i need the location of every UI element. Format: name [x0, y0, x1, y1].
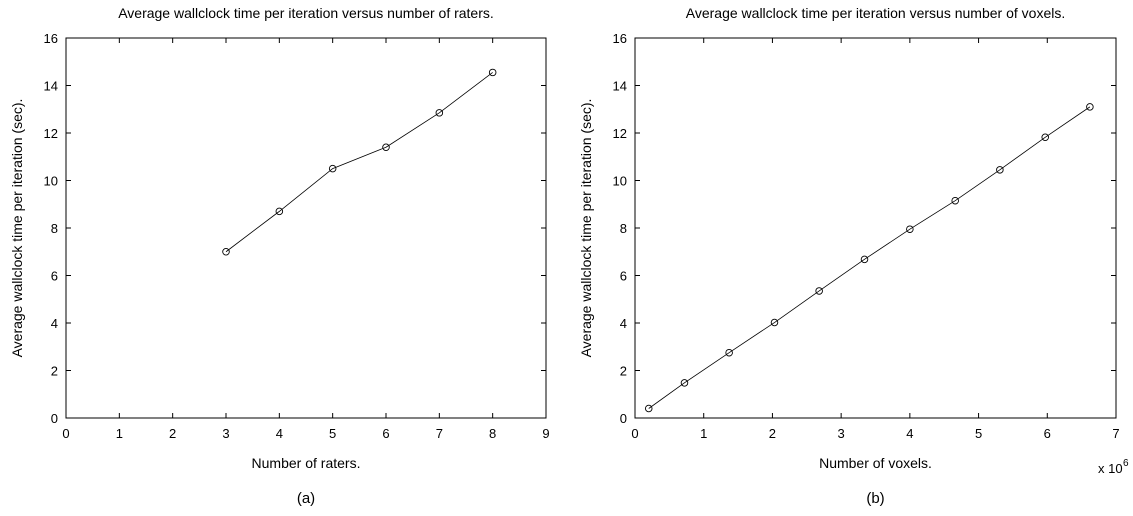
chart-0: Average wallclock time per iteration ver… — [9, 5, 550, 507]
data-point — [951, 196, 959, 205]
data-point — [906, 225, 914, 233]
x-tick-label: 3 — [838, 426, 845, 441]
y-tick-label: 4 — [51, 316, 58, 331]
x-tick-label: 7 — [436, 426, 443, 441]
y-tick-label: 16 — [44, 31, 58, 46]
x-tick-label: 7 — [1112, 426, 1119, 441]
y-tick-label: 14 — [44, 79, 58, 94]
data-point — [680, 379, 689, 387]
y-tick-label: 16 — [613, 31, 627, 46]
x-tick-label: 5 — [329, 426, 336, 441]
plot-frame — [634, 37, 1117, 419]
data-point — [328, 164, 337, 173]
y-tick-label: 8 — [620, 221, 627, 236]
y-tick-label: 12 — [613, 126, 627, 141]
x-tick-label: 6 — [1044, 426, 1051, 441]
y-axis-label: Average wallclock time per iteration (se… — [578, 99, 594, 358]
data-point — [222, 247, 230, 256]
subfigure-caption: (b) — [866, 490, 884, 507]
x-tick-label: 5 — [975, 426, 982, 441]
data-point — [770, 318, 779, 327]
x-tick-label: 0 — [62, 426, 69, 441]
data-point — [1086, 103, 1094, 111]
y-tick-label: 0 — [620, 411, 627, 426]
x-axis-label: Number of voxels. — [819, 455, 932, 471]
y-tick-label: 6 — [51, 269, 58, 284]
x-tick-label: 1 — [700, 426, 707, 441]
data-point — [860, 255, 869, 264]
series-line — [225, 72, 493, 253]
y-tick-label: 4 — [620, 316, 627, 331]
subfigure-caption: (a) — [297, 490, 315, 507]
data-point — [644, 404, 653, 413]
plot-frame — [65, 37, 547, 419]
y-tick-label: 12 — [44, 126, 58, 141]
y-tick-label: 8 — [51, 221, 58, 236]
y-tick-label: 10 — [44, 174, 58, 189]
x-tick-label: 2 — [169, 426, 176, 441]
chart-1: Average wallclock time per iteration ver… — [578, 5, 1129, 507]
data-point — [725, 348, 733, 357]
x-tick-label: 8 — [489, 426, 496, 441]
x-tick-label: 3 — [222, 426, 229, 441]
data-point — [275, 207, 284, 216]
x-axis-label: Number of raters. — [252, 455, 361, 471]
series-line — [648, 106, 1091, 409]
chart-title: Average wallclock time per iteration ver… — [118, 5, 494, 21]
x-tick-label: 2 — [769, 426, 776, 441]
y-tick-label: 14 — [613, 79, 627, 94]
chart-title: Average wallclock time per iteration ver… — [686, 5, 1065, 21]
x-tick-label: 1 — [116, 426, 123, 441]
data-point — [488, 68, 497, 77]
x-tick-label: 0 — [631, 426, 638, 441]
y-tick-label: 0 — [51, 411, 58, 426]
y-tick-label: 2 — [620, 364, 627, 379]
data-point — [1041, 133, 1049, 142]
x-tick-label: 4 — [276, 426, 283, 441]
x-tick-label: 9 — [542, 426, 549, 441]
x-tick-label: 6 — [382, 426, 389, 441]
x-axis-multiplier-exponent: 6 — [1123, 458, 1129, 469]
y-tick-label: 2 — [51, 364, 58, 379]
x-axis-multiplier: x 10 — [1098, 461, 1123, 476]
data-point — [815, 287, 823, 295]
data-point — [382, 143, 390, 151]
x-tick-label: 4 — [906, 426, 913, 441]
data-point — [996, 166, 1004, 174]
y-tick-label: 6 — [620, 269, 627, 284]
y-axis-label: Average wallclock time per iteration (se… — [9, 99, 25, 358]
y-tick-label: 10 — [613, 174, 627, 189]
data-point — [435, 109, 444, 117]
